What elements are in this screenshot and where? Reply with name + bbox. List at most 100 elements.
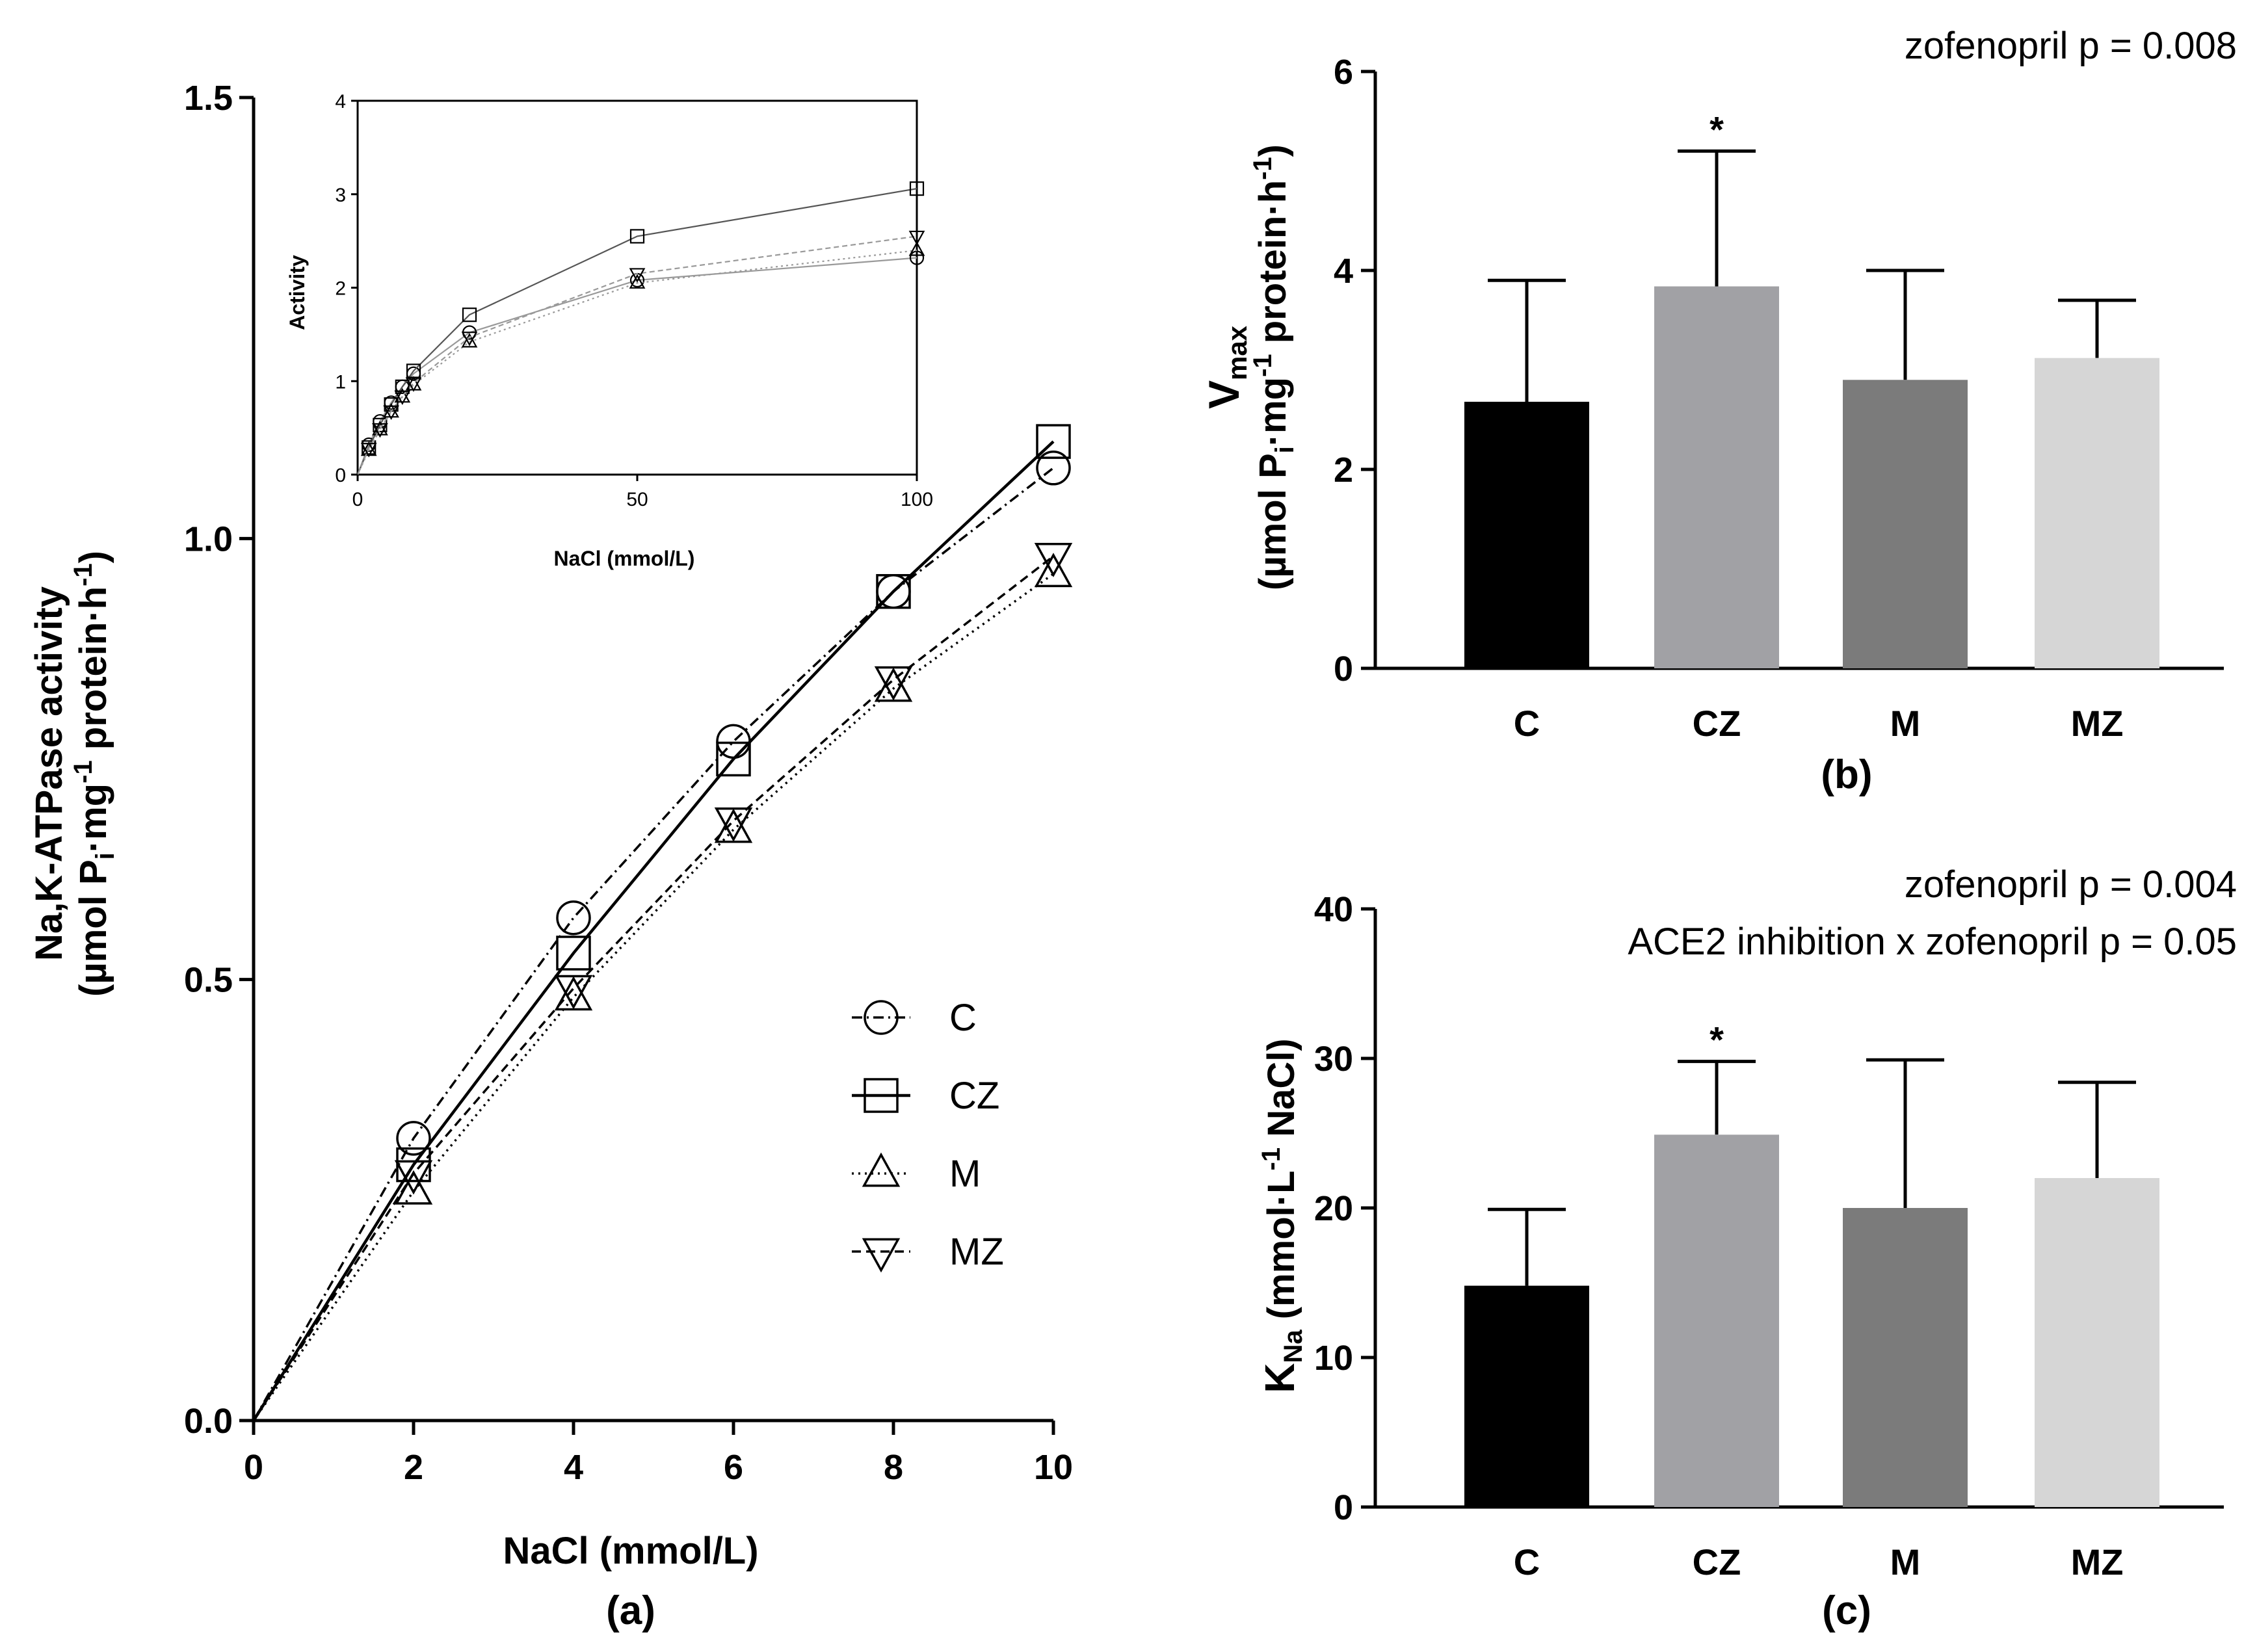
panel-a-y-ticks: 0.0 0.5 1.0 1.5 bbox=[184, 79, 254, 1441]
panel-b-bar-mz bbox=[2035, 358, 2159, 668]
panel-b-bar-c bbox=[1464, 401, 1589, 668]
inset-series-mz-point bbox=[372, 423, 388, 438]
panel-c-y-axis-title: KNa (mmol·L-1 NaCl) bbox=[1256, 1038, 1308, 1393]
panel-b-label: (b) bbox=[1821, 752, 1872, 797]
panel-c-bar-mz bbox=[2035, 1178, 2159, 1507]
series-m-point bbox=[1034, 553, 1073, 588]
panel-b-category-label-m: M bbox=[1890, 703, 1921, 744]
series-cz-point bbox=[716, 741, 751, 777]
inset-series-m-point bbox=[461, 333, 478, 348]
series-cz-line bbox=[252, 440, 1055, 1422]
panel-c-stat-line-1: zofenopril p = 0.004 bbox=[1905, 863, 2237, 906]
inset-y-tick-label: 2 bbox=[335, 278, 346, 300]
inset-series-cz-point bbox=[462, 308, 477, 322]
inset-series-mz-point bbox=[908, 230, 925, 246]
panel-a-y-tick-label: 1.0 bbox=[184, 519, 233, 558]
inset-series-mz-line bbox=[356, 235, 917, 475]
panel-b-y-axis-title: Vmax (µmol Pi·mg-1 protein·h-1) bbox=[1200, 144, 1299, 590]
inset-series-m-point bbox=[383, 402, 399, 418]
series-mz-point bbox=[394, 1160, 433, 1195]
panel-b-y-tick-label: 2 bbox=[1334, 451, 1353, 490]
series-c-point bbox=[396, 1121, 431, 1156]
panel-b-category-label-cz: CZ bbox=[1693, 703, 1741, 744]
panel-a-line-chart: 0.00.51.01.5 0 2 4 6 8 10 NaCl (mmol/L) (a) N… bbox=[28, 79, 1073, 1633]
panel-b-y-tick-label: 0 bbox=[1334, 649, 1353, 688]
series-mz-point bbox=[714, 807, 753, 842]
panel-c-category-label-mz: MZ bbox=[2071, 1541, 2124, 1582]
panel-a-x-ticks: 0 2 4 6 8 10 bbox=[244, 1421, 1073, 1487]
panel-b-x-ticks: C CZ M MZ bbox=[1514, 703, 2124, 744]
panel-c-x-ticks: C CZ M MZ bbox=[1514, 1541, 2124, 1582]
inset-y-tick-label: 4 bbox=[335, 91, 346, 112]
legend-m-marker bbox=[862, 1152, 901, 1187]
inset-series-cz-point bbox=[629, 229, 645, 244]
inset-series-m-point bbox=[629, 274, 646, 289]
series-m-line bbox=[252, 573, 1055, 1422]
inset-series-mz-point bbox=[629, 268, 646, 283]
series-c-line bbox=[252, 467, 1055, 1421]
inset-series bbox=[356, 181, 925, 475]
panel-c-bar-m bbox=[1843, 1208, 1968, 1507]
legend-mz-label: MZ bbox=[949, 1231, 1004, 1273]
panel-c-label: (c) bbox=[1822, 1588, 1871, 1633]
inset-y-tick-label: 1 bbox=[335, 371, 346, 393]
panel-b-stat-line-1: zofenopril p = 0.008 bbox=[1905, 25, 2237, 67]
panel-a-x-tick-label: 6 bbox=[724, 1448, 743, 1487]
panel-a-y-axis-title: Na,K-ATPase activity (µmol Pi·mg-1 prote… bbox=[28, 551, 120, 997]
legend-c-marker bbox=[864, 1000, 899, 1035]
panel-b-y-tick-label: 6 bbox=[1334, 53, 1353, 92]
panel-c-category-label-m: M bbox=[1890, 1541, 1921, 1582]
panel-a-x-tick-label: 8 bbox=[884, 1448, 903, 1487]
series-mz-line bbox=[252, 555, 1055, 1421]
panel-a-x-tick-label: 4 bbox=[564, 1448, 583, 1487]
panel-b-y-ticks: 0 2 4 6 bbox=[1334, 53, 1375, 688]
legend-m-label: M bbox=[949, 1153, 981, 1195]
panel-a-legend: C CZ M MZ bbox=[852, 997, 1004, 1273]
series-mz-point bbox=[1034, 542, 1073, 577]
series-m-point bbox=[394, 1170, 433, 1205]
legend-mz-marker bbox=[862, 1238, 901, 1273]
panel-c-stat-line-2: ACE2 inhibition x zofenopril p = 0.05 bbox=[1628, 921, 2237, 963]
panel-c-y-tick-label: 20 bbox=[1314, 1189, 1353, 1228]
inset-x-tick-label: 0 bbox=[352, 489, 363, 510]
series-c-point bbox=[716, 724, 751, 759]
panel-c-category-label-c: C bbox=[1514, 1541, 1540, 1582]
panel-b-bars: * bbox=[1464, 109, 2159, 669]
inset-series-c-point bbox=[909, 250, 925, 265]
panel-a-x-axis-title: NaCl (mmol/L) bbox=[503, 1530, 758, 1572]
panel-a-y-title-line2: (µmol Pi·mg-1 protein·h-1) bbox=[69, 551, 120, 997]
panel-c-y-tick-label: 30 bbox=[1314, 1040, 1353, 1079]
series-cz-point bbox=[1036, 424, 1071, 459]
inset-series-m-line bbox=[357, 249, 917, 475]
panel-a-x-tick-label: 10 bbox=[1034, 1448, 1073, 1487]
inset-series-mz-point bbox=[394, 390, 411, 406]
panel-a-series bbox=[252, 424, 1073, 1422]
panel-a-axes bbox=[252, 98, 1053, 1423]
series-c-point bbox=[1036, 451, 1071, 486]
inset-series-mz-point bbox=[383, 405, 399, 421]
panel-a-y-tick-label: 0.5 bbox=[184, 961, 233, 1000]
panel-c-bar-c bbox=[1464, 1285, 1589, 1507]
inset-y-axis-title: Activity bbox=[285, 255, 309, 330]
panel-a-y-tick-label: 1.5 bbox=[184, 79, 233, 118]
inset-series-mz-point bbox=[461, 332, 478, 347]
inset-series-m-point bbox=[908, 241, 925, 256]
inset-series-cz-line bbox=[356, 188, 917, 475]
panel-a-y-title-line1: Na,K-ATPase activity bbox=[28, 586, 70, 961]
panel-c-y-tick-label: 40 bbox=[1314, 890, 1353, 929]
panel-c-significance-cz: * bbox=[1709, 1019, 1724, 1060]
inset-x-tick-label: 100 bbox=[901, 489, 933, 510]
inset-series-m-point bbox=[372, 421, 388, 436]
inset-series-cz-point bbox=[362, 440, 376, 455]
series-cz-point bbox=[876, 573, 911, 609]
panel-c-category-label-cz: CZ bbox=[1693, 1541, 1741, 1582]
inset-y-ticks: 0 1 2 3 4 bbox=[335, 91, 358, 486]
panel-c-bar-cz bbox=[1654, 1134, 1779, 1507]
panel-a-x-tick-label: 2 bbox=[404, 1448, 423, 1487]
panel-c-y-tick-label: 0 bbox=[1334, 1488, 1353, 1527]
inset-series-mz-point bbox=[405, 377, 422, 392]
panel-b-y-tick-label: 4 bbox=[1334, 252, 1353, 291]
panel-a-x-tick-label: 0 bbox=[244, 1448, 263, 1487]
